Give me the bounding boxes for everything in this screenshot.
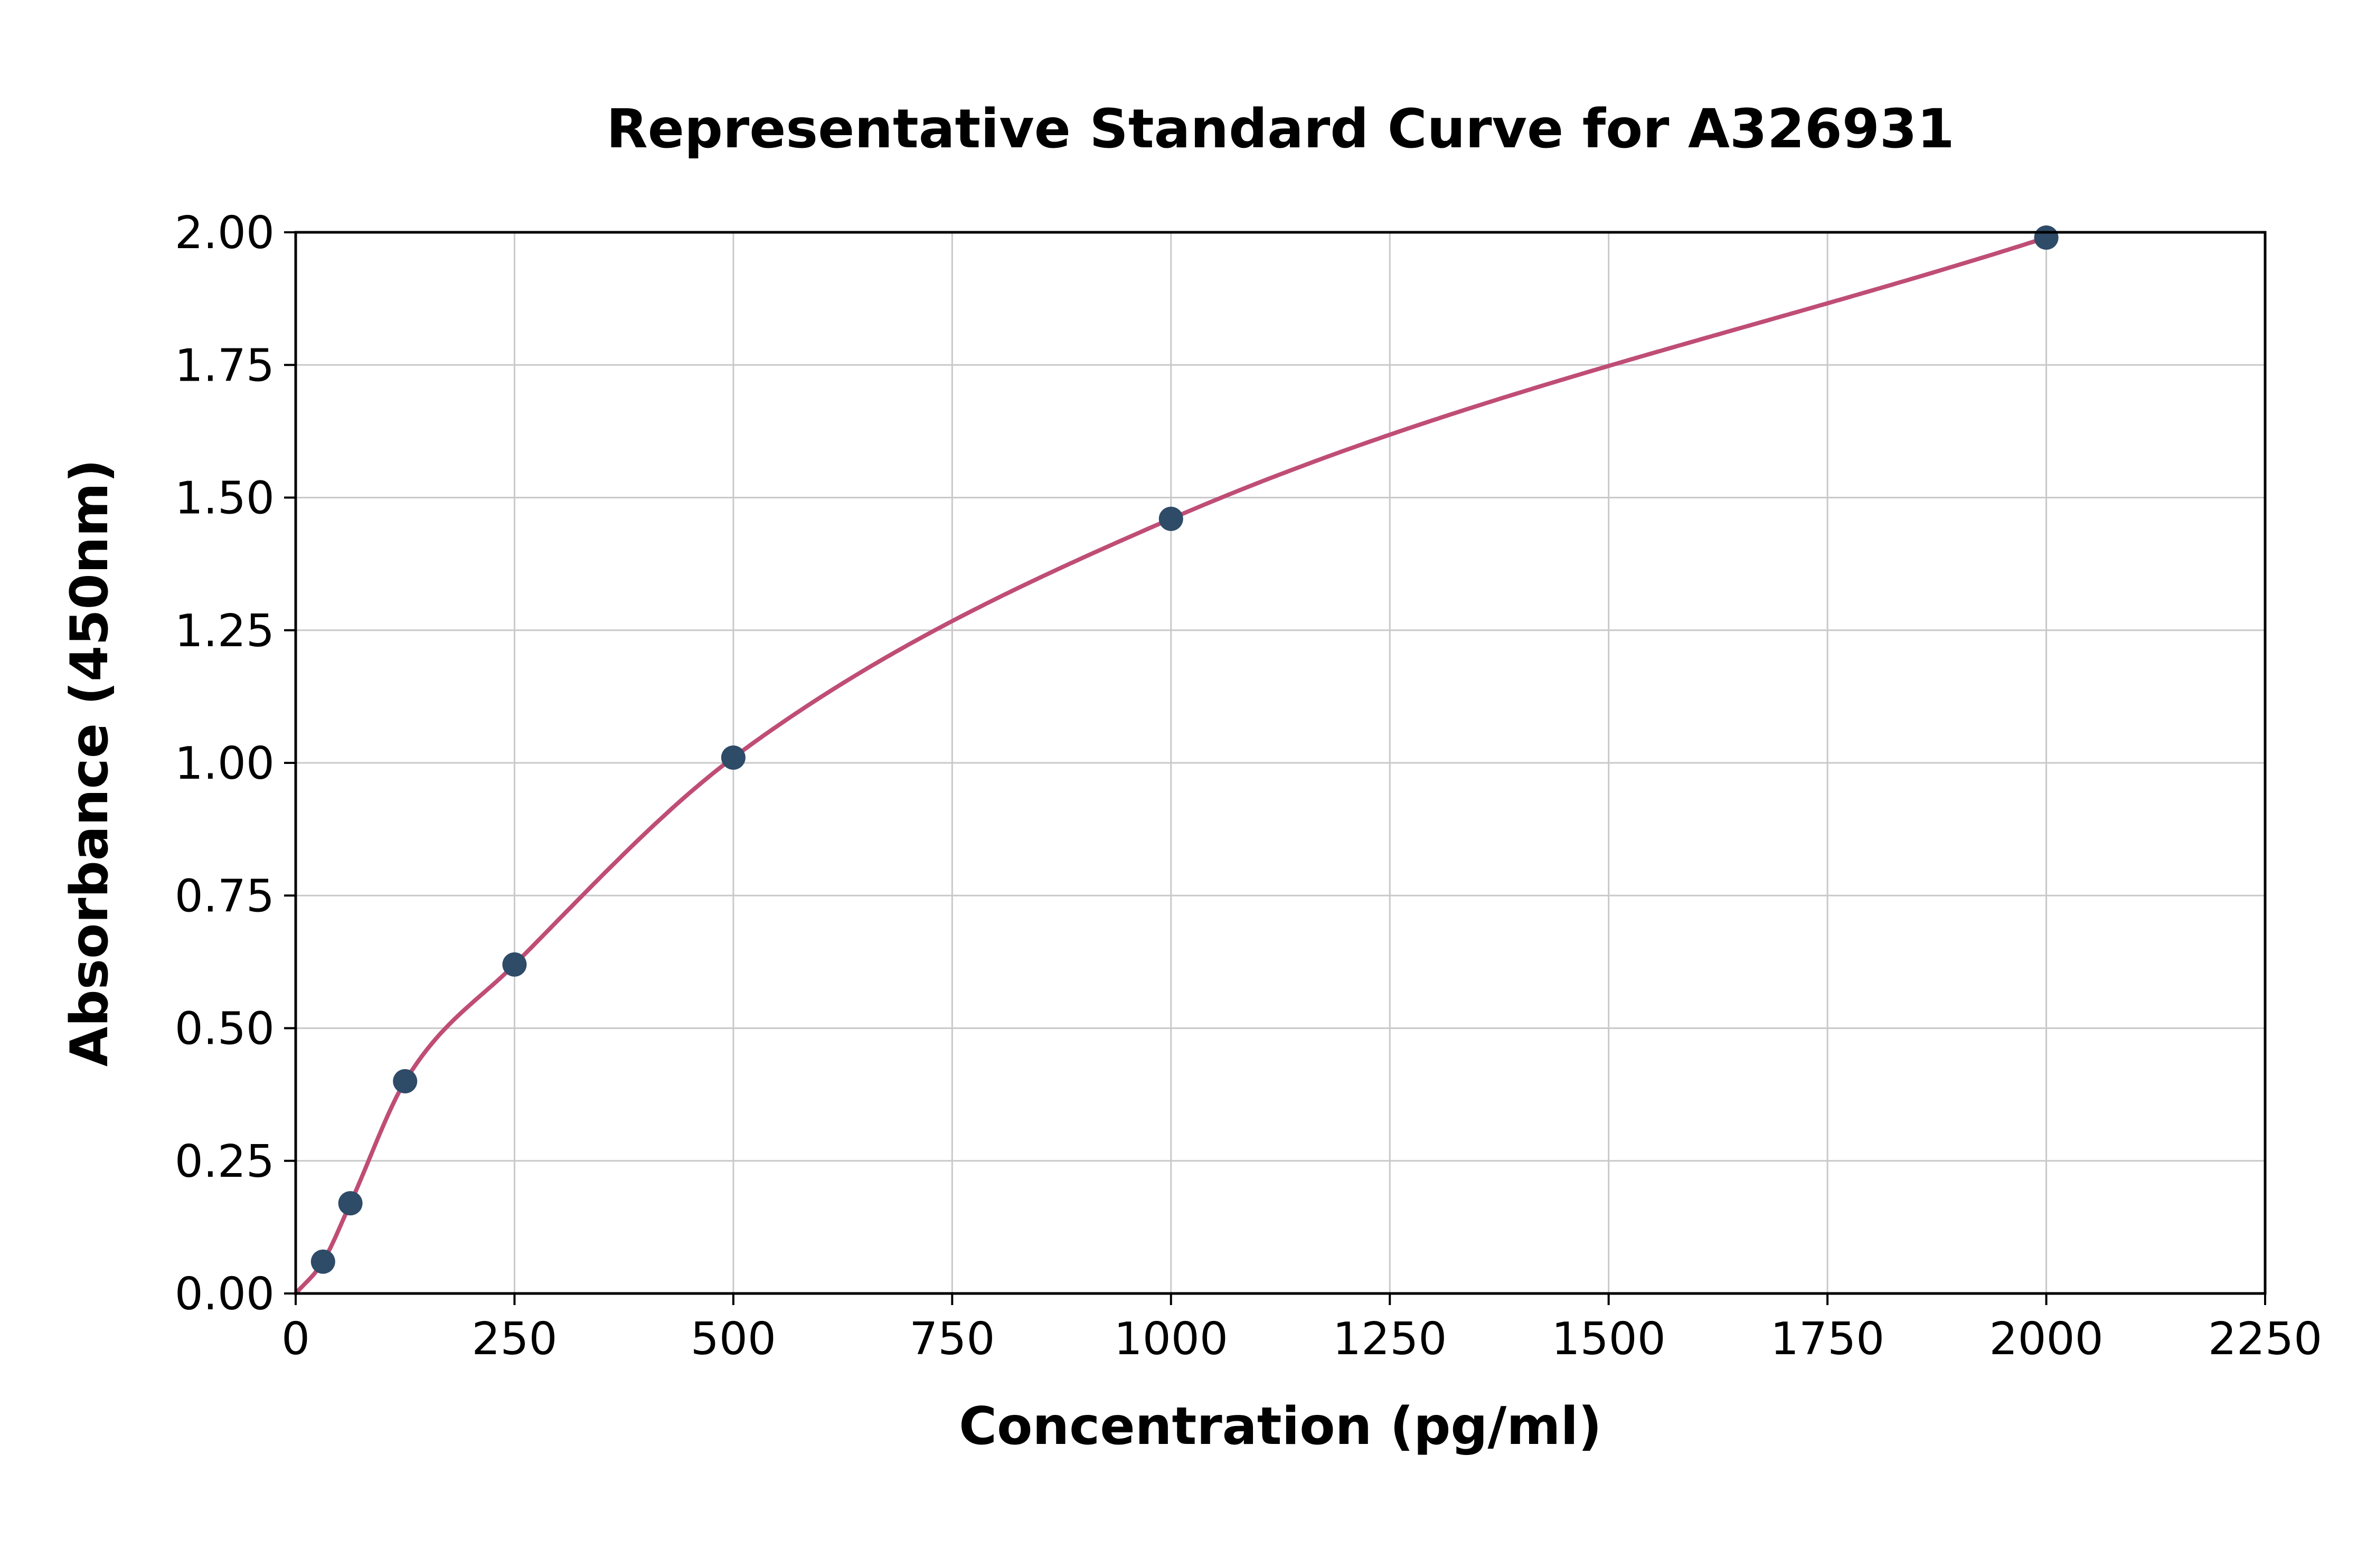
data-point (393, 1069, 418, 1093)
x-axis-label: Concentration (pg/ml) (959, 1396, 1602, 1457)
x-tick-label: 1750 (1770, 1313, 1884, 1365)
y-tick-label: 1.50 (175, 473, 275, 525)
y-tick-label: 0.00 (175, 1268, 275, 1320)
y-tick-label: 2.00 (175, 207, 275, 259)
x-tick-label: 1000 (1114, 1313, 1228, 1365)
x-tick-label: 250 (472, 1313, 557, 1365)
data-point (1158, 506, 1183, 531)
x-tick-label: 1250 (1333, 1313, 1447, 1365)
x-tick-label: 500 (691, 1313, 776, 1365)
data-point (338, 1191, 363, 1216)
x-tick-label: 1500 (1552, 1313, 1666, 1365)
chart-title: Representative Standard Curve for A32693… (606, 98, 1955, 160)
data-point (721, 745, 746, 770)
y-tick-label: 1.25 (175, 605, 275, 657)
x-tick-label: 2000 (1989, 1313, 2103, 1365)
x-tick-label: 750 (909, 1313, 995, 1365)
data-point (502, 952, 527, 977)
y-tick-label: 1.75 (175, 339, 275, 392)
y-tick-label: 0.50 (175, 1003, 275, 1055)
x-tick-label: 2250 (2208, 1313, 2322, 1365)
x-tick-label: 0 (281, 1313, 310, 1365)
data-point (310, 1249, 335, 1274)
y-tick-label: 0.25 (175, 1136, 275, 1188)
data-point (2034, 225, 2059, 250)
y-tick-label: 1.00 (175, 738, 275, 790)
y-tick-label: 0.75 (175, 870, 275, 922)
y-axis-label: Absorbance (450nm) (60, 459, 120, 1067)
